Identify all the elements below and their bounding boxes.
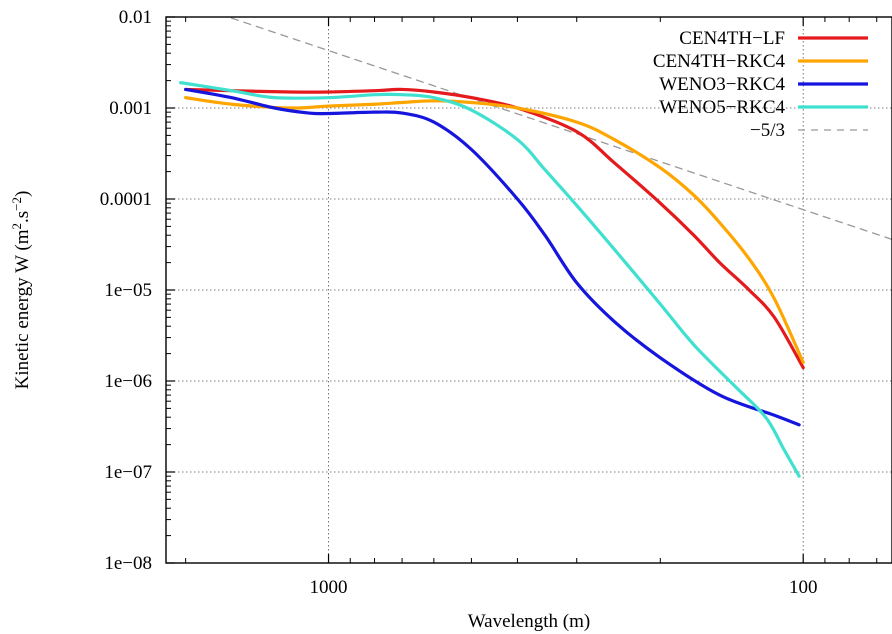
x-axis-label: Wavelength (m) (468, 611, 590, 632)
series-line-4 (178, 81, 801, 478)
legend-label-2: CEN4TH−RKC4 (653, 51, 786, 72)
y-axis-label-sup2: −2 (9, 197, 24, 211)
x-tick-label: 1000 (310, 577, 348, 598)
legend-label-1: CEN4TH−LF (679, 28, 785, 49)
y-axis-label-end: ) (12, 191, 33, 197)
series-lines (178, 17, 892, 478)
legend-label-3: WENO3−RKC4 (659, 74, 785, 95)
y-tick-label: 1e−07 (104, 462, 152, 483)
y-tick-label: 1e−06 (104, 371, 152, 392)
y-tick-label: 0.0001 (100, 189, 152, 210)
y-tick-label: 0.01 (119, 7, 152, 28)
axis-ticks: 0.01 0.001 0.0001 1e−05 1e−06 1e−07 1e−08 1000 1… (100, 7, 878, 598)
y-axis-label: Kinetic energy W (m2.s−2) (9, 191, 34, 390)
legend-label-5: −5/3 (750, 120, 785, 141)
y-tick-label: 0.001 (109, 98, 152, 119)
series-line-5 (231, 17, 892, 241)
x-tick-label: 100 (789, 577, 818, 598)
legend: CEN4TH−LFCEN4TH−RKC4WENO3−RKC4WENO5−RKC4… (653, 28, 868, 141)
y-tick-label: 1e−05 (104, 280, 152, 301)
y-axis-label-sup1: 2 (9, 223, 24, 230)
y-tick-label: 1e−08 (104, 553, 152, 574)
series-line-1 (184, 87, 805, 370)
legend-label-4: WENO5−RKC4 (659, 97, 785, 118)
y-axis-label-main: Kinetic energy W (m (12, 229, 33, 389)
series-line-2 (184, 96, 805, 365)
y-axis-label-mid: .s (12, 211, 33, 223)
series-line-3 (184, 87, 801, 427)
